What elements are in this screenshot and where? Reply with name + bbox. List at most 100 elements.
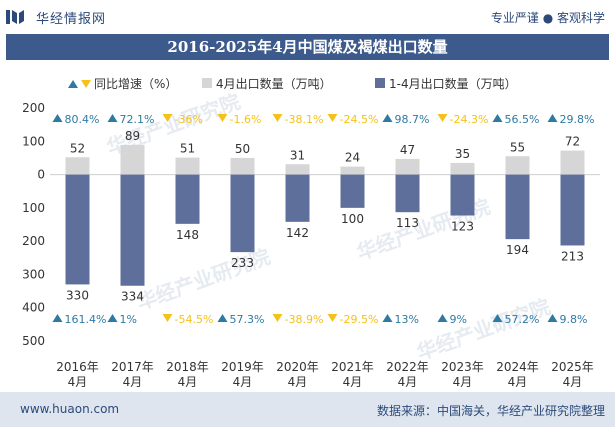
bar-cumulative: [560, 174, 585, 246]
footer-url[interactable]: www.huaon.com: [20, 402, 120, 416]
yoy-up-triangle-icon: [52, 314, 63, 322]
yoy-cumulative-value: 57.2%: [505, 313, 540, 326]
yoy-monthly-value: -36%: [175, 113, 203, 126]
x-tick-label-month: 4月: [288, 375, 308, 389]
yoy-cumulative-value: -38.9%: [285, 313, 324, 326]
x-tick-label-month: 4月: [343, 375, 363, 389]
bar-monthly: [505, 156, 530, 175]
yoy-cumulative-value: 9%: [450, 313, 467, 326]
x-tick-label-month: 4月: [453, 375, 473, 389]
yoy-up-triangle-icon: [547, 314, 558, 322]
bar-monthly: [560, 150, 585, 175]
yoy-monthly-value: 72.1%: [120, 113, 155, 126]
yoy-up-triangle-icon: [107, 314, 118, 322]
bar-monthly: [285, 164, 310, 175]
yoy-down-triangle-icon: [162, 314, 173, 322]
yoy-up-triangle-icon: [52, 114, 63, 122]
y-tick-label: 100: [22, 134, 45, 148]
bar-monthly: [230, 157, 255, 175]
yoy-cumulative-value: 13%: [395, 313, 419, 326]
legend-down-triangle-icon: [81, 80, 91, 88]
bar-cumulative: [120, 174, 145, 286]
yoy-monthly-value: 56.5%: [505, 113, 540, 126]
y-tick-label: 300: [22, 267, 45, 281]
bar-cumulative-value: 142: [286, 226, 309, 240]
yoy-monthly-value: -24.5%: [340, 113, 379, 126]
yoy-cumulative-value: 57.3%: [230, 313, 265, 326]
legend-swatch-monthly: [202, 78, 212, 88]
x-tick-label-month: 4月: [68, 375, 88, 389]
y-tick-label: 0: [37, 168, 45, 182]
watermark-text: 华经产业研究院: [414, 294, 554, 364]
legend-label-cumulative: 1-4月出口数量（万吨）: [389, 76, 517, 91]
yoy-monthly-value: 29.8%: [560, 113, 595, 126]
bar-cumulative: [285, 174, 310, 222]
bar-cumulative: [175, 174, 200, 224]
bar-monthly-value: 89: [125, 129, 140, 143]
yoy-monthly-value: -24.3%: [450, 113, 489, 126]
bar-monthly-value: 51: [180, 142, 195, 156]
bar-cumulative-value: 330: [66, 288, 89, 302]
y-tick-label: 100: [22, 201, 45, 215]
bar-cumulative: [450, 174, 475, 216]
y-tick-label: 200: [22, 101, 45, 115]
bar-monthly: [340, 166, 365, 175]
yoy-cumulative-value: 161.4%: [65, 313, 107, 326]
bar-cumulative: [340, 174, 365, 208]
x-tick-label-month: 4月: [508, 375, 528, 389]
y-tick-label: 400: [22, 301, 45, 315]
bar-cumulative-value: 148: [176, 228, 199, 242]
bar-monthly-value: 24: [345, 151, 360, 165]
bar-monthly-value: 35: [455, 147, 470, 161]
bar-cumulative-value: 100: [341, 212, 364, 226]
yoy-down-triangle-icon: [437, 114, 448, 122]
bar-monthly-value: 31: [290, 148, 305, 162]
x-tick-label-year: 2024年: [496, 360, 539, 374]
bar-cumulative: [395, 174, 420, 213]
yoy-monthly-value: -38.1%: [285, 113, 324, 126]
x-tick-label-year: 2019年: [221, 360, 264, 374]
bar-monthly-value: 50: [235, 142, 250, 156]
x-tick-label-year: 2025年: [551, 360, 594, 374]
footer-source: 数据来源：中国海关，华经产业研究院整理: [376, 404, 605, 418]
bar-monthly-value: 55: [510, 140, 525, 154]
bar-cumulative: [505, 174, 530, 240]
x-tick-label-year: 2023年: [441, 360, 484, 374]
yoy-down-triangle-icon: [217, 114, 228, 122]
yoy-cumulative-value: 1%: [120, 313, 137, 326]
bar-monthly: [120, 144, 145, 175]
bar-monthly-value: 52: [70, 141, 85, 155]
chart-title: 2016-2025年4月中国煤及褐煤出口数量: [167, 38, 448, 56]
yoy-up-triangle-icon: [107, 114, 118, 122]
x-tick-label-year: 2022年: [386, 360, 429, 374]
bar-cumulative: [230, 174, 255, 253]
bar-monthly: [395, 158, 420, 175]
x-tick-label-year: 2018年: [166, 360, 209, 374]
x-tick-label-year: 2020年: [276, 360, 319, 374]
bar-cumulative-value: 113: [396, 216, 419, 230]
yoy-up-triangle-icon: [547, 114, 558, 122]
legend-label-yoy: 同比增速（%）: [94, 77, 177, 91]
title-bar: 2016-2025年4月中国煤及褐煤出口数量: [6, 34, 609, 60]
bar-monthly: [65, 157, 90, 175]
x-tick-label-month: 4月: [178, 375, 198, 389]
bar-monthly: [175, 157, 200, 175]
yoy-up-triangle-icon: [382, 114, 393, 122]
x-tick-label-year: 2017年: [111, 360, 154, 374]
bar-cumulative: [65, 174, 90, 285]
site-tagline: 专业严谨 ● 客观科学: [490, 11, 605, 25]
x-tick-label-year: 2021年: [331, 360, 374, 374]
yoy-monthly-value: 80.4%: [65, 113, 100, 126]
bar-cumulative-value: 213: [561, 249, 584, 263]
bar-monthly-value: 47: [400, 143, 415, 157]
yoy-monthly-value: 98.7%: [395, 113, 430, 126]
bar-monthly-value: 72: [565, 135, 580, 149]
footer: www.huaon.com 数据来源：中国海关，华经产业研究院整理: [0, 392, 615, 427]
yoy-up-triangle-icon: [382, 314, 393, 322]
yoy-up-triangle-icon: [492, 114, 503, 122]
legend-swatch-cumulative: [375, 78, 385, 88]
yoy-down-triangle-icon: [327, 114, 338, 122]
bar-cumulative-value: 334: [121, 290, 144, 304]
y-tick-label: 200: [22, 234, 45, 248]
